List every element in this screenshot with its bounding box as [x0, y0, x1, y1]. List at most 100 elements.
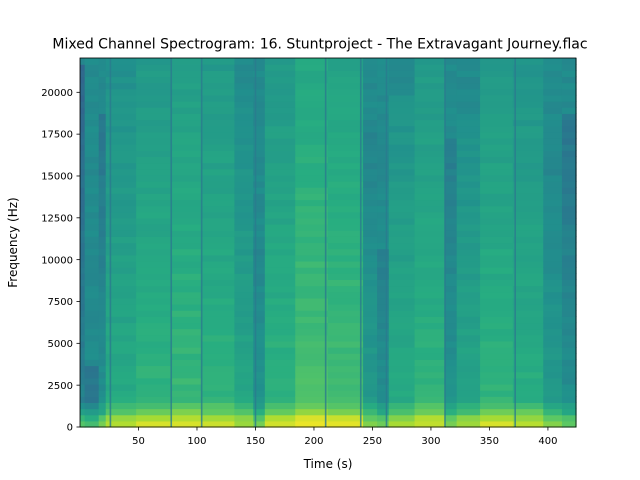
- heatmap-cell: [295, 70, 329, 78]
- heatmap-cell: [480, 236, 514, 244]
- heatmap-cell: [80, 70, 86, 78]
- heatmap-cell: [234, 230, 254, 237]
- heatmap-cell: [295, 101, 329, 108]
- heatmap-cell: [363, 359, 378, 367]
- heatmap-cell: [414, 193, 446, 201]
- heatmap-cell: [136, 242, 172, 250]
- heatmap-cell: [98, 70, 107, 78]
- heatmap-cell: [328, 94, 364, 102]
- heatmap-cell: [105, 101, 137, 108]
- heatmap-cell: [80, 304, 86, 311]
- heatmap-cell: [136, 328, 172, 336]
- heatmap-cell: [201, 101, 236, 108]
- heatmap-cell: [84, 248, 100, 256]
- heatmap-cell: [388, 408, 416, 416]
- heatmap-cell: [295, 347, 329, 354]
- heatmap-cell: [444, 113, 458, 121]
- heatmap-cell: [295, 365, 329, 373]
- x-tick-label: 350: [480, 436, 499, 447]
- heatmap-cell: [480, 82, 514, 90]
- heatmap-cell: [388, 144, 416, 151]
- heatmap-cell: [105, 304, 137, 311]
- heatmap-cell: [377, 205, 390, 213]
- heatmap-cell: [414, 107, 446, 114]
- heatmap-cell: [253, 390, 266, 397]
- heatmap-cell: [561, 371, 577, 379]
- heatmap-cell: [543, 260, 563, 268]
- heatmap-cell: [561, 58, 577, 65]
- heatmap-cell: [80, 396, 86, 403]
- heatmap-cell: [264, 347, 296, 354]
- heatmap-cell: [561, 260, 577, 268]
- heatmap-cell: [136, 76, 172, 84]
- heatmap-cell: [377, 199, 390, 207]
- heatmap-cell: [388, 113, 416, 121]
- heatmap-cell: [105, 199, 137, 207]
- heatmap-cell: [80, 156, 86, 164]
- heatmap-cell: [98, 414, 107, 422]
- heatmap-cell: [234, 88, 254, 96]
- heatmap-cell: [264, 230, 296, 237]
- heatmap-cell: [377, 137, 390, 145]
- dark-vertical-line: [514, 58, 516, 427]
- heatmap-cell: [480, 187, 514, 194]
- heatmap-cell: [414, 242, 446, 250]
- heatmap-cell: [201, 82, 236, 90]
- heatmap-cell: [201, 347, 236, 354]
- heatmap-cell: [80, 230, 86, 237]
- heatmap-cell: [561, 347, 577, 354]
- heatmap-cell: [456, 224, 481, 231]
- x-tick-label: 400: [538, 436, 557, 447]
- heatmap-cell: [328, 365, 364, 373]
- heatmap-cell: [456, 248, 481, 256]
- heatmap-cell: [84, 285, 100, 293]
- heatmap-cell: [456, 304, 481, 311]
- heatmap-cell: [234, 156, 254, 164]
- heatmap-cell: [264, 193, 296, 201]
- heatmap-cell: [377, 125, 390, 133]
- heatmap-cell: [253, 137, 266, 145]
- heatmap-cell: [105, 383, 137, 391]
- heatmap-cell: [377, 297, 390, 305]
- heatmap-cell: [363, 254, 378, 262]
- heatmap-cell: [363, 316, 378, 324]
- heatmap-cell: [414, 119, 446, 127]
- heatmap-cell: [105, 267, 137, 274]
- heatmap-cell: [543, 94, 563, 102]
- heatmap-cell: [234, 236, 254, 244]
- heatmap-cell: [480, 285, 514, 293]
- heatmap-cell: [328, 58, 364, 65]
- heatmap-cell: [84, 70, 100, 78]
- heatmap-cell: [388, 347, 416, 354]
- heatmap-cell: [171, 224, 203, 231]
- heatmap-cell: [136, 156, 172, 164]
- heatmap-cell: [480, 396, 514, 403]
- heatmap-cell: [480, 101, 514, 108]
- heatmap-cell: [98, 76, 107, 84]
- heatmap-cell: [444, 347, 458, 354]
- heatmap-cell: [171, 334, 203, 342]
- heatmap-cell: [388, 267, 416, 274]
- heatmap-cell: [414, 365, 446, 373]
- heatmap-cell: [480, 242, 514, 250]
- heatmap-cell: [480, 217, 514, 225]
- heatmap-cell: [363, 230, 378, 237]
- heatmap-cell: [295, 168, 329, 176]
- heatmap-cell: [328, 230, 364, 237]
- heatmap-cell: [543, 248, 563, 256]
- heatmap-cell: [234, 224, 254, 231]
- heatmap-cell: [414, 150, 446, 157]
- heatmap-cell: [414, 58, 446, 65]
- heatmap-cell: [295, 420, 329, 428]
- heatmap-cell: [444, 291, 458, 299]
- heatmap-cell: [328, 199, 364, 207]
- heatmap-cell: [328, 150, 364, 157]
- heatmap-cell: [512, 181, 544, 188]
- heatmap-cell: [543, 101, 563, 108]
- heatmap-cell: [444, 224, 458, 231]
- heatmap-cell: [543, 107, 563, 114]
- heatmap-cell: [84, 267, 100, 274]
- heatmap-cell: [512, 285, 544, 293]
- heatmap-cell: [388, 168, 416, 176]
- heatmap-cell: [561, 199, 577, 207]
